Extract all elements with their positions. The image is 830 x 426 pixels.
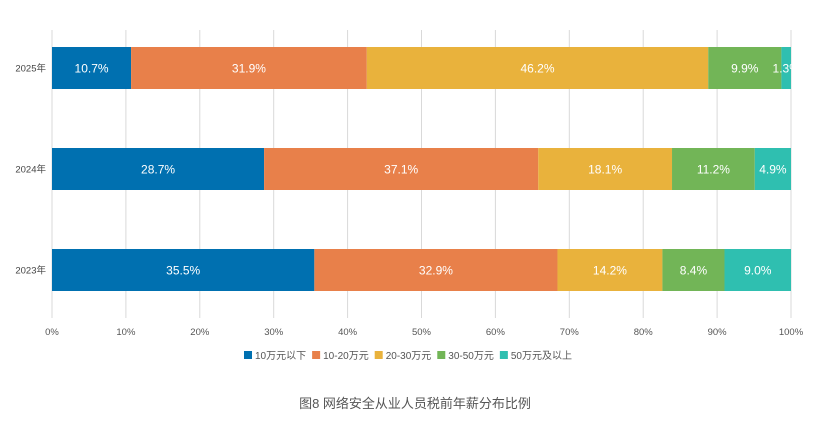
y-axis-categories: 2025年 2024年 2023年 bbox=[15, 63, 46, 277]
x-tick-label: 20% bbox=[190, 327, 210, 338]
x-tick-label: 100% bbox=[779, 327, 804, 338]
category-label: 2024年 bbox=[15, 164, 46, 176]
bar-segment bbox=[366, 47, 709, 89]
bar-segment bbox=[672, 148, 755, 190]
bar-segment bbox=[781, 47, 791, 89]
data-label: 9.9% bbox=[731, 62, 759, 76]
data-label: 10.7% bbox=[75, 62, 109, 76]
legend-swatch bbox=[437, 351, 446, 359]
category-label: 2025年 bbox=[15, 63, 46, 75]
data-label: 8.4% bbox=[680, 264, 708, 278]
bar-segment bbox=[52, 249, 315, 291]
legend-label: 50万元及以上 bbox=[511, 350, 572, 362]
bar-segment bbox=[52, 148, 265, 190]
x-tick-label: 60% bbox=[486, 327, 506, 338]
x-tick-label: 40% bbox=[338, 327, 358, 338]
data-label: 18.1% bbox=[588, 163, 622, 177]
x-tick-label: 30% bbox=[264, 327, 284, 338]
bar-segment bbox=[708, 47, 782, 89]
bar-segment bbox=[724, 249, 791, 291]
legend-label: 20-30万元 bbox=[386, 351, 432, 362]
bar-segment bbox=[538, 148, 673, 190]
data-label: 37.1% bbox=[384, 163, 418, 177]
category-label: 2023年 bbox=[15, 265, 46, 277]
x-tick-label: 50% bbox=[412, 327, 432, 338]
x-tick-label: 70% bbox=[560, 327, 580, 338]
legend-label: 30-50万元 bbox=[448, 351, 494, 362]
data-label: 11.2% bbox=[697, 163, 730, 177]
legend-label: 10万元以下 bbox=[255, 351, 306, 362]
bar-segment bbox=[264, 148, 539, 190]
legend-label: 10-20万元 bbox=[323, 351, 369, 362]
data-label: 46.2% bbox=[521, 62, 555, 76]
data-label: 14.2% bbox=[593, 264, 627, 278]
bar-segment bbox=[754, 148, 791, 190]
x-tick-label: 90% bbox=[708, 327, 728, 338]
legend-swatch bbox=[374, 351, 383, 359]
bar-segment bbox=[662, 249, 725, 291]
x-tick-label: 10% bbox=[116, 327, 136, 338]
bar-segment bbox=[52, 47, 132, 89]
x-tick-label: 0% bbox=[45, 327, 59, 338]
data-label: 35.5% bbox=[166, 264, 200, 278]
x-tick-label: 80% bbox=[634, 327, 654, 338]
legend-swatch bbox=[244, 351, 252, 359]
data-label: 28.7% bbox=[141, 163, 175, 177]
bar-segment bbox=[131, 47, 367, 89]
data-label: 9.0% bbox=[744, 264, 772, 278]
bar-segment bbox=[557, 249, 663, 291]
legend-swatch bbox=[312, 351, 321, 359]
bar-segment bbox=[314, 249, 558, 291]
bars: 10.7% 31.9% 46.2% 9.9% 1.3% 28.7% 37.1% 18.1% 11… bbox=[52, 47, 800, 291]
data-label: 32.9% bbox=[419, 264, 453, 278]
data-label: 1.3% bbox=[773, 62, 801, 76]
chart-caption: 图8 网络安全从业人员税前年薪分布比例 bbox=[299, 396, 531, 411]
legend: 10万元以下 10-20万元 20-30万元 30-50万元 50万元及以上 bbox=[244, 350, 572, 362]
data-label: 4.9% bbox=[759, 163, 787, 177]
x-axis-ticks: 0% 10% 20% 30% 40% 50% 60% 70% 80% 90% 100% bbox=[45, 327, 804, 338]
data-label: 31.9% bbox=[232, 62, 266, 76]
legend-swatch bbox=[499, 351, 508, 359]
